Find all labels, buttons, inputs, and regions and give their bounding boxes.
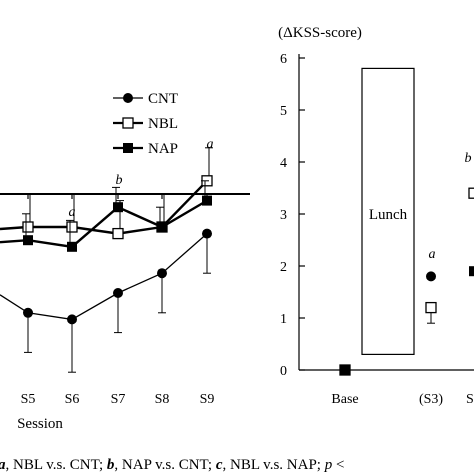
right-annotations: ab: [429, 151, 472, 262]
point-cnt-s8: [157, 268, 167, 279]
legend-entry-nbl: NBL: [113, 116, 178, 132]
y-tick-1: 1: [280, 312, 287, 327]
x-tick-s3: (S3): [419, 392, 443, 407]
series-nap: [0, 180, 212, 252]
y-tick-6: 6: [280, 52, 287, 67]
point-nbl-s6: [66, 221, 78, 233]
caption-part: a: [0, 457, 6, 473]
legend-label-cnt: CNT: [148, 91, 178, 107]
series-cnt: [0, 228, 212, 373]
right-annotation-s3: a: [429, 247, 436, 262]
right-y-ticks: 0 1 2 3 4 5 6: [280, 52, 305, 379]
right-x-tick-labels: Base (S3) S: [331, 392, 473, 407]
point-cnt-s5: [23, 307, 33, 318]
lunch-rect: [361, 67, 415, 356]
error-bar-cnt: [203, 233, 211, 274]
right-point-nap-base: [340, 365, 350, 375]
lunch-label: Lunch: [369, 207, 408, 223]
right-point-cnt-s3: [426, 271, 436, 282]
point-nap-s6: [67, 241, 77, 252]
lunch-box: Lunch: [361, 67, 415, 356]
caption-part: , NBL v.s. NAP;: [222, 457, 324, 473]
y-tick-3: 3: [280, 208, 287, 223]
point-nap-s7: [113, 202, 123, 213]
left-series-layer: [0, 147, 213, 373]
error-bar-cnt: [68, 319, 76, 373]
error-bar-cnt: [114, 293, 122, 334]
x-tick-s8: S8: [155, 392, 170, 407]
right-annotation-s: b: [465, 151, 472, 166]
x-tick-s: S: [466, 392, 474, 407]
annotation-s9: a: [207, 137, 214, 152]
caption-part: b: [107, 457, 115, 473]
x-tick-s6: S6: [65, 392, 80, 407]
right-y-axis-label: (ΔKSS-score): [278, 25, 362, 41]
right-point-nbl-s3: [425, 301, 437, 314]
point-nap-s9: [202, 195, 212, 206]
x-tick-s5: S5: [21, 392, 36, 407]
figure-caption: a, NBL v.s. CNT; b, NAP v.s. CNT; c, NBL…: [0, 457, 344, 473]
annotation-s6: a: [69, 205, 76, 220]
right-point-nap-s: [469, 266, 474, 277]
caption-part: p: [324, 457, 333, 473]
legend-marker-nbl: [122, 117, 134, 129]
point-cnt-s9: [202, 228, 212, 239]
right-point-nbl-s: [468, 187, 474, 199]
legend-entry-cnt: CNT: [113, 91, 178, 107]
x-tick-s7: S7: [111, 392, 126, 407]
point-nap-s5: [23, 235, 33, 246]
caption-part: , NAP v.s. CNT;: [114, 457, 215, 473]
point-cnt-s7: [113, 288, 123, 298]
error-bar-cnt: [158, 273, 166, 314]
y-tick-4: 4: [280, 156, 287, 171]
error-bar-cnt: [24, 312, 32, 353]
legend-marker-cnt: [123, 93, 133, 103]
left-x-axis-label: Session: [17, 416, 63, 432]
caption-part: , NBL v.s. CNT;: [6, 457, 107, 473]
left-annotations: a b a: [69, 137, 214, 220]
y-tick-0: 0: [280, 364, 287, 379]
legend-label-nap: NAP: [148, 141, 178, 157]
point-nbl-s5: [22, 221, 34, 233]
right-series-nap: [340, 266, 474, 375]
x-tick-s9: S9: [200, 392, 215, 407]
left-legend: CNT NBL NAP: [113, 91, 178, 157]
legend-label-nbl: NBL: [148, 116, 178, 132]
point-nap-s8: [157, 222, 167, 232]
caption-part: c: [216, 457, 223, 473]
left-x-tick-labels: S5 S6 S7 S8 S9: [21, 194, 215, 407]
left-chart: S5 S6 S7 S8 S9 Session CNT NBL NAP a b a: [0, 91, 250, 432]
series-line-cnt: [0, 233, 208, 321]
point-nbl-s7: [112, 227, 124, 240]
legend-marker-nap: [123, 143, 133, 153]
x-tick-base: Base: [331, 392, 358, 407]
right-series-layer: [339, 187, 474, 376]
y-tick-2: 2: [280, 260, 287, 275]
annotation-s7: b: [116, 173, 123, 188]
caption-part: <: [332, 457, 344, 473]
y-tick-5: 5: [280, 104, 287, 119]
legend-entry-nap: NAP: [113, 141, 178, 157]
point-cnt-s6: [67, 314, 77, 325]
